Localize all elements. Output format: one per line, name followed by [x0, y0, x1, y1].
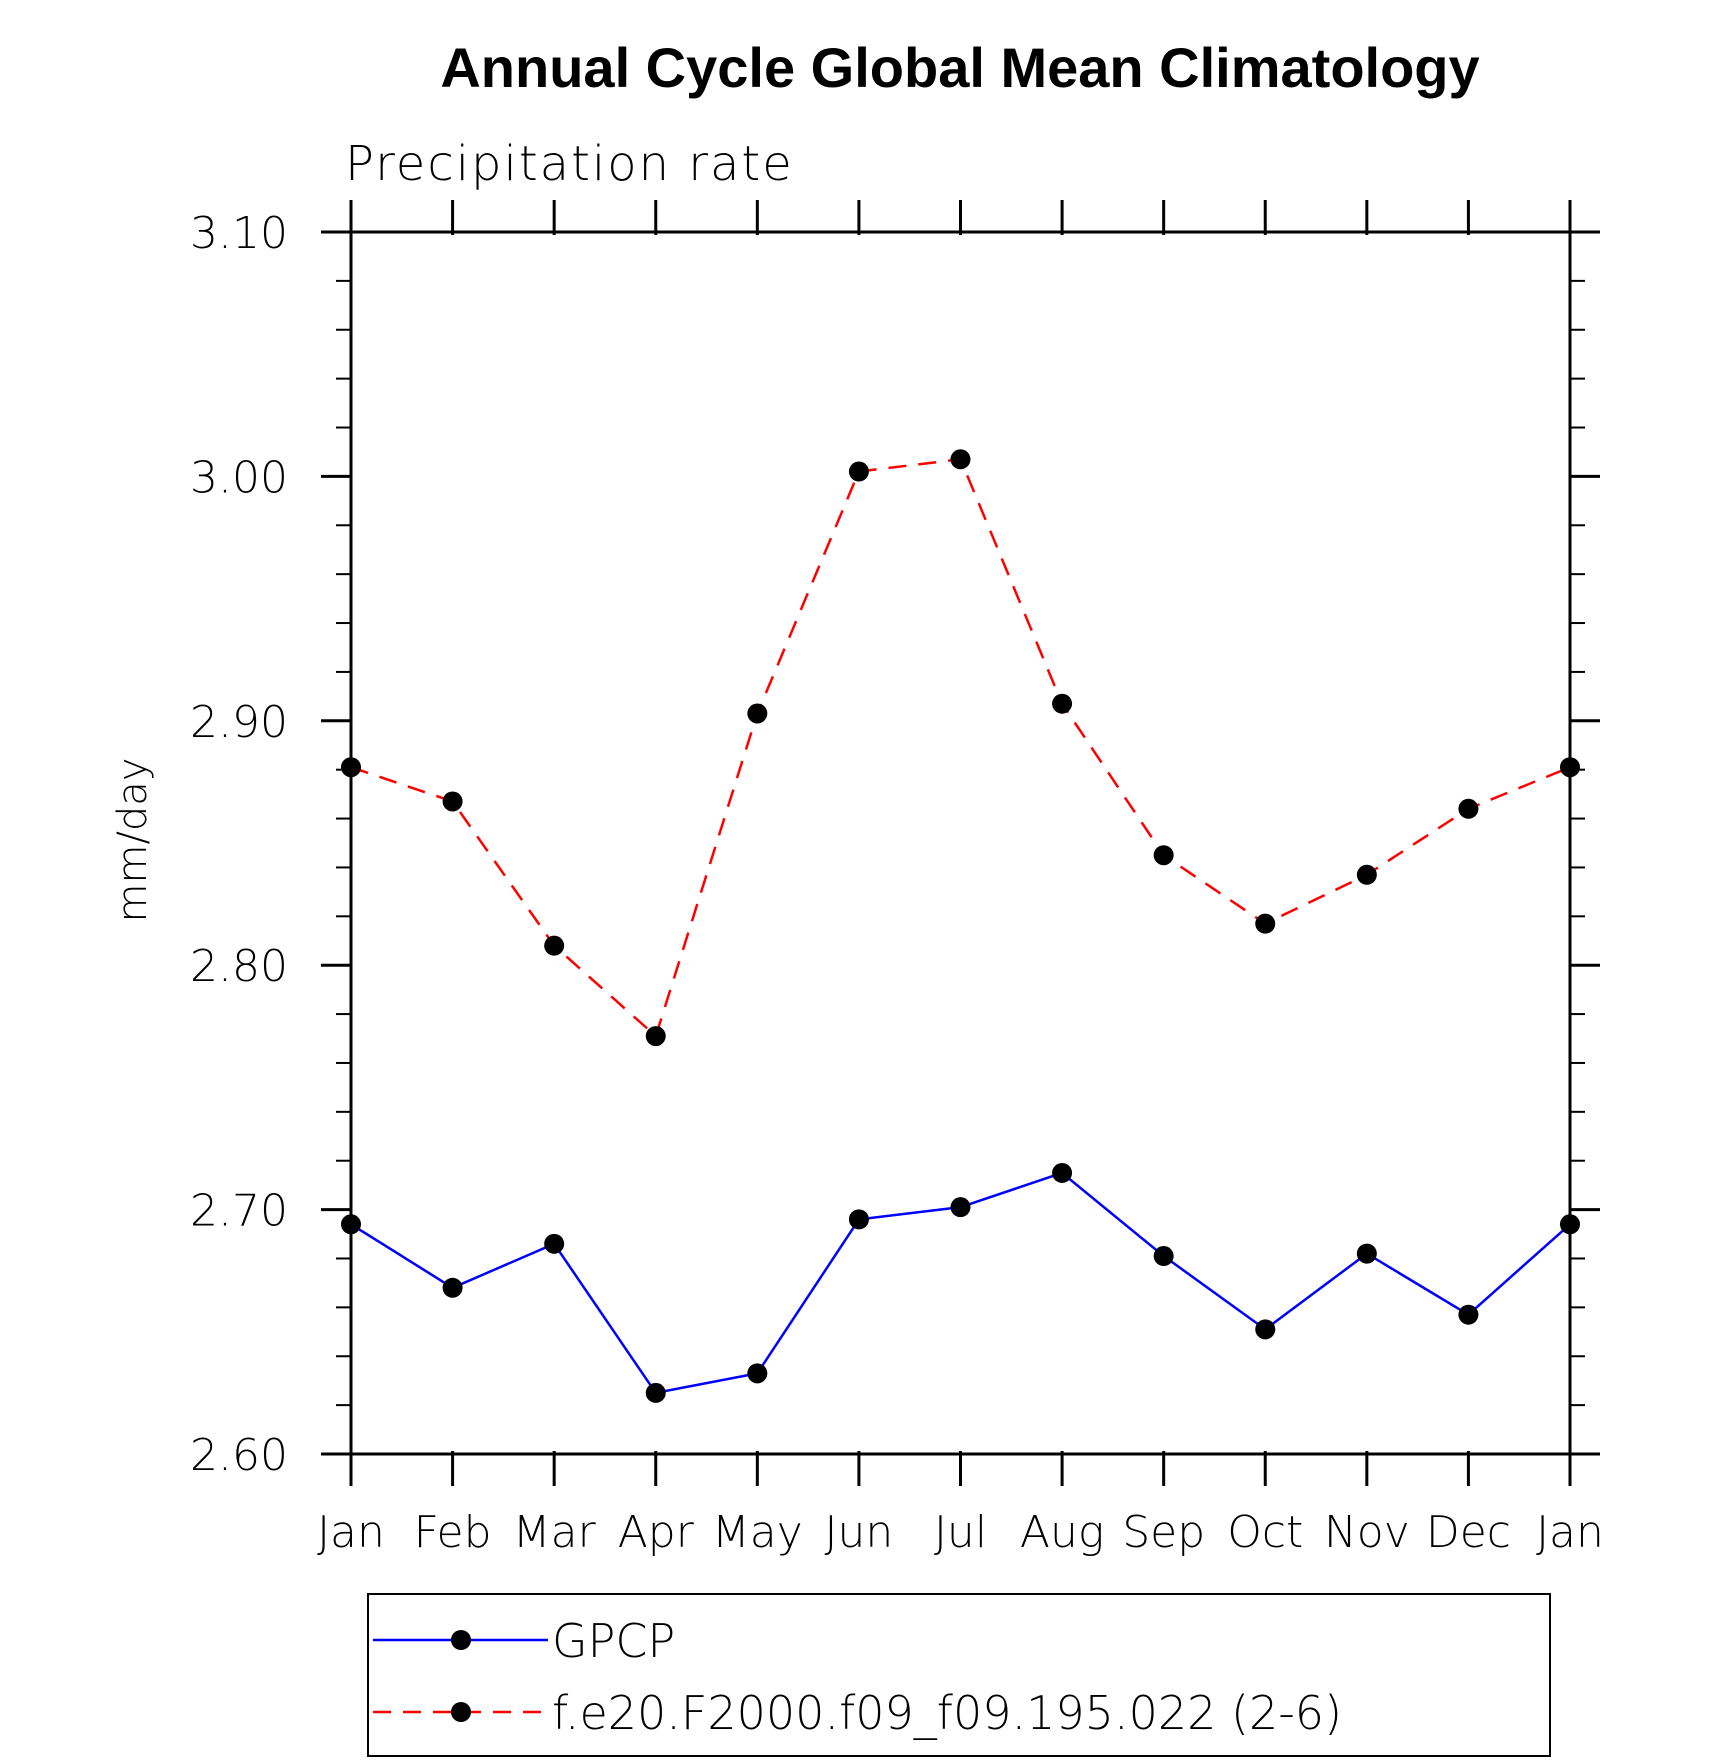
data-point: [1052, 693, 1073, 714]
data-point: [645, 1382, 666, 1403]
data-point: [848, 461, 869, 482]
legend-marker: [451, 1702, 471, 1722]
x-tick-label: May: [712, 1507, 803, 1558]
data-point: [1153, 845, 1174, 866]
data-point: [1255, 1319, 1276, 1340]
y-tick-label: 2.80: [190, 941, 288, 992]
data-point: [1458, 1304, 1479, 1325]
data-point: [950, 1197, 971, 1218]
x-tick-label: Apr: [618, 1507, 695, 1558]
legend-box: [367, 1593, 1551, 1757]
data-point: [1153, 1246, 1174, 1267]
y-tick-label: 2.90: [190, 697, 288, 748]
x-tick-label: Dec: [1426, 1507, 1511, 1558]
x-tick-label: Feb: [414, 1507, 492, 1558]
x-tick-label: Nov: [1324, 1507, 1410, 1558]
data-point: [544, 935, 565, 956]
x-tick-label: Jun: [825, 1507, 894, 1558]
y-tick-label: 3.10: [190, 208, 288, 259]
data-point: [1052, 1162, 1073, 1183]
data-point: [341, 1214, 361, 1235]
y-tick-label: 3.00: [190, 452, 288, 503]
chart-subtitle: Precipitation rate: [345, 136, 794, 192]
data-point: [1560, 757, 1580, 778]
data-point: [544, 1233, 565, 1254]
data-point: [747, 703, 768, 724]
chart-title: Annual Cycle Global Mean Climatology: [440, 36, 1479, 99]
legend: GPCP f.e20.F2000.f09_f09.195.022 (2-6): [367, 1593, 1551, 1757]
series-layer: [341, 449, 1580, 1403]
plot-frame: [349, 230, 1572, 1456]
x-tick-label: Jan: [317, 1507, 385, 1558]
legend-label-2: f.e20.F2000.f09_f09.195.022 (2-6): [552, 1686, 1342, 1740]
y-tick-label: 2.70: [190, 1186, 288, 1237]
data-point: [645, 1026, 666, 1047]
x-tick-label: Aug: [1020, 1507, 1104, 1558]
data-point: [1356, 864, 1377, 885]
data-point: [1356, 1243, 1377, 1264]
data-point: [1458, 798, 1479, 819]
data-point: [442, 1277, 463, 1298]
data-point: [341, 757, 361, 778]
data-point: [442, 791, 463, 812]
data-point: [747, 1363, 768, 1384]
series-line-2: [350, 457, 1571, 1039]
legend-label-1: GPCP: [552, 1614, 675, 1668]
x-tick-label: Mar: [513, 1507, 597, 1558]
axes: Jan Feb Mar Apr May Jun Jul Aug Sep Oct Nov Dec Jan 2…: [190, 200, 1604, 1558]
data-point: [1560, 1214, 1580, 1235]
data-point: [1255, 913, 1276, 934]
legend-marker: [451, 1630, 471, 1650]
y-axis-label: mm/day: [110, 758, 156, 923]
x-tick-label: Jan: [1536, 1507, 1604, 1558]
data-point: [848, 1209, 869, 1230]
x-tick-label: Sep: [1122, 1507, 1205, 1558]
x-tick-label: Jul: [934, 1507, 987, 1558]
x-tick-label: Oct: [1227, 1507, 1303, 1558]
y-tick-label: 2.60: [190, 1430, 288, 1481]
data-point: [950, 449, 971, 470]
